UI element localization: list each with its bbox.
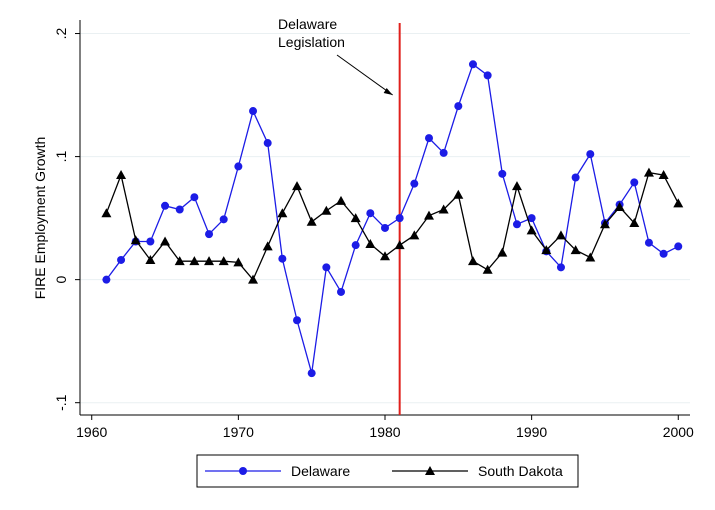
circle-marker [571,173,580,182]
triangle-marker [160,236,171,246]
x-tick-label: 1980 [369,424,400,440]
triangle-marker [497,247,508,257]
triangle-marker [541,245,552,255]
circle-marker [293,316,302,325]
x-tick-label: 1970 [223,424,254,440]
circle-marker [337,287,346,296]
circle-marker [644,238,653,247]
circle-marker [424,134,433,143]
triangle-marker [248,274,259,284]
circle-marker [659,249,668,258]
triangle-marker [204,256,215,266]
triangle-marker [453,189,464,199]
circle-marker [468,60,477,69]
triangle-marker [306,216,317,226]
triangle-marker [145,254,156,264]
triangle-marker [599,219,610,229]
circle-marker [454,102,463,111]
y-tick-label: .1 [53,151,69,163]
circle-marker [322,263,331,272]
triangle-marker [482,264,493,274]
circle-marker [498,169,507,178]
circle-marker [512,220,521,229]
circle-marker [395,214,404,223]
triangle-marker [189,256,200,266]
circle-marker [278,254,287,263]
triangle-marker [409,230,420,240]
annotation: Legislation [278,34,345,50]
triangle-marker [380,251,390,261]
y-axis-label: FIRE Employment Growth [32,137,48,300]
circle-marker [190,193,199,202]
triangle-marker [438,204,449,214]
triangle-marker [116,170,127,180]
x-tick-label: 2000 [663,424,694,440]
triangle-marker [511,181,522,191]
circle-marker [586,150,595,159]
y-tick-label: 0 [53,276,69,284]
legend-label: South Dakota [478,463,563,479]
circle-marker [205,230,214,239]
series-line [105,171,679,281]
triangle-marker [218,256,229,266]
annotation: Delaware [278,16,337,32]
circle-marker [234,162,243,171]
triangle-marker [101,208,112,218]
triangle-marker [673,198,684,208]
y-tick-label: -.1 [53,394,69,411]
circle-marker [439,148,448,157]
triangle-marker [365,238,376,248]
triangle-marker [394,240,405,250]
circle-marker [307,369,316,378]
triangle-marker [350,213,361,223]
legend-marker [425,466,435,475]
legend-label: Delaware [291,463,350,479]
triangle-marker [321,205,332,215]
triangle-marker [585,252,596,262]
triangle-marker [570,245,581,255]
triangle-marker [629,218,640,228]
triangle-marker [336,195,347,205]
circle-marker [117,255,126,264]
triangle-marker [467,256,478,266]
triangle-marker [174,256,185,266]
circle-marker [102,275,111,284]
triangle-marker [614,202,625,212]
circle-marker [366,209,375,218]
annotation-arrow [336,54,393,96]
triangle-marker [233,257,244,267]
circle-marker [630,178,639,187]
series-line [105,63,679,374]
triangle-marker [423,210,434,220]
circle-marker [483,71,492,80]
legend-marker [239,467,247,475]
circle-marker [556,263,565,272]
x-tick-label: 1990 [516,424,547,440]
circle-marker [674,242,683,251]
triangle-marker [277,208,288,218]
triangle-marker [555,230,566,240]
triangle-marker [643,167,654,177]
triangle-marker [526,225,537,235]
x-tick-label: 1960 [76,424,107,440]
triangle-marker [658,170,669,180]
circle-marker [263,139,272,148]
triangle-marker [262,241,273,251]
circle-marker [527,214,536,223]
circle-marker [351,241,360,250]
circle-marker [381,223,389,232]
circle-marker [161,201,170,210]
y-tick-label: .2 [53,27,69,39]
circle-marker [410,179,419,188]
triangle-marker [130,235,141,245]
circle-marker [249,107,258,116]
triangle-marker [292,181,303,191]
circle-marker [146,237,155,246]
circle-marker [219,215,228,224]
annotation-arrowhead [383,88,393,95]
circle-marker [175,205,184,214]
